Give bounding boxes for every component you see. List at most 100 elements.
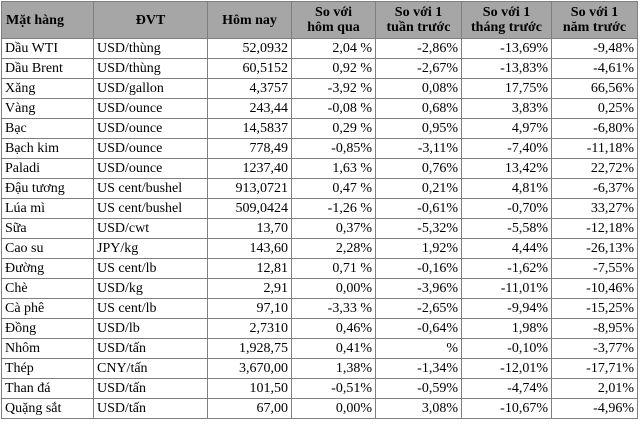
cell-unit: USD/ounce — [93, 158, 208, 179]
cell-vs-yesterday: 0,29 % — [291, 118, 376, 139]
cell-vs-year: -4,96% — [551, 398, 638, 419]
cell-unit: USD/kg — [93, 278, 208, 299]
table-row: Xăng USD/gallon 4,3757 -3,92 % 0,08% 17,75% 66… — [1, 78, 638, 99]
cell-unit: JPY/kg — [93, 238, 208, 259]
cell-vs-yesterday: 0,41% — [291, 338, 376, 359]
cell-commodity: Xăng — [1, 78, 94, 99]
cell-today: 3,670,00 — [207, 358, 292, 379]
cell-commodity: Bạc — [1, 118, 94, 139]
cell-unit: USD/thùng — [93, 58, 208, 79]
cell-vs-month: -10,67% — [461, 398, 552, 419]
cell-unit: USD/ounce — [93, 118, 208, 139]
cell-commodity: Nhôm — [1, 338, 94, 359]
cell-vs-week: -0,16% — [375, 258, 462, 279]
cell-today: 67,00 — [207, 398, 292, 419]
cell-today: 778,49 — [207, 138, 292, 159]
cell-vs-year: -6,37% — [551, 178, 638, 199]
table-row: Vàng USD/ounce 243,44 -0,08 % 0,68% 3,83% 0,25… — [1, 98, 638, 119]
cell-vs-month: 17,75% — [461, 78, 552, 99]
cell-vs-year: -12,18% — [551, 218, 638, 239]
cell-commodity: Thép — [1, 358, 94, 379]
cell-vs-month: 13,42% — [461, 158, 552, 179]
cell-vs-year: -3,77% — [551, 338, 638, 359]
cell-unit: USD/cwt — [93, 218, 208, 239]
table-row: Cao su JPY/kg 143,60 2,28% 1,92% 4,44% -26,13% — [1, 238, 638, 259]
cell-vs-yesterday: -0,51% — [291, 378, 376, 399]
cell-unit: US cent/bushel — [93, 178, 208, 199]
cell-vs-yesterday: 1,63 % — [291, 158, 376, 179]
cell-vs-year: -9,48% — [551, 38, 638, 59]
cell-vs-year: -15,25% — [551, 298, 638, 319]
cell-vs-week: -5,32% — [375, 218, 462, 239]
cell-today: 143,60 — [207, 238, 292, 259]
cell-vs-month: -13,69% — [461, 38, 552, 59]
cell-today: 13,70 — [207, 218, 292, 239]
header-vs-yesterday: So với hôm qua — [291, 1, 376, 39]
cell-unit: USD/gallon — [93, 78, 208, 99]
cell-vs-year: 2,01% — [551, 378, 638, 399]
cell-vs-month: -11,01% — [461, 278, 552, 299]
cell-vs-week: -3,11% — [375, 138, 462, 159]
cell-vs-year: -17,71% — [551, 358, 638, 379]
header-vs-week: So với 1 tuần trước — [375, 1, 462, 39]
cell-vs-year: -8,95% — [551, 318, 638, 339]
cell-vs-month: -12,01% — [461, 358, 552, 379]
cell-vs-yesterday: -1,26 % — [291, 198, 376, 219]
cell-vs-week: -1,34% — [375, 358, 462, 379]
cell-vs-yesterday: -0,08 % — [291, 98, 376, 119]
cell-vs-month: 1,98% — [461, 318, 552, 339]
cell-unit: USD/lb — [93, 318, 208, 339]
cell-today: 52,0932 — [207, 38, 292, 59]
cell-vs-month: 4,81% — [461, 178, 552, 199]
cell-unit: CNY/tấn — [93, 358, 208, 379]
cell-today: 509,0424 — [207, 198, 292, 219]
table-row: Cà phê US cent/lb 97,10 -3,33 % -2,65% -9,94%… — [1, 298, 638, 319]
cell-vs-week: 0,08% — [375, 78, 462, 99]
table-row: Bạch kim USD/ounce 778,49 -0,85% -3,11% -7,40… — [1, 138, 638, 159]
cell-vs-year: -26,13% — [551, 238, 638, 259]
cell-vs-year: 33,27% — [551, 198, 638, 219]
cell-vs-year: -6,80% — [551, 118, 638, 139]
cell-vs-week: -0,61% — [375, 198, 462, 219]
cell-today: 2,91 — [207, 278, 292, 299]
cell-vs-yesterday: 2,04 % — [291, 38, 376, 59]
cell-vs-yesterday: 0,46% — [291, 318, 376, 339]
cell-vs-week: % — [375, 338, 462, 359]
cell-vs-month: -4,74% — [461, 378, 552, 399]
cell-vs-yesterday: 1,38% — [291, 358, 376, 379]
cell-unit: USD/ounce — [93, 98, 208, 119]
cell-commodity: Than đá — [1, 378, 94, 399]
table-row: Nhôm USD/tấn 1,928,75 0,41%% -0,10% -3,77% — [1, 338, 638, 359]
cell-commodity: Đồng — [1, 318, 94, 339]
cell-vs-yesterday: 0,92 % — [291, 58, 376, 79]
cell-vs-week: -2,67% — [375, 58, 462, 79]
cell-vs-yesterday: 0,71 % — [291, 258, 376, 279]
cell-vs-week: -3,96% — [375, 278, 462, 299]
cell-unit: USD/tấn — [93, 338, 208, 359]
cell-today: 243,44 — [207, 98, 292, 119]
cell-unit: USD/thùng — [93, 38, 208, 59]
table-row: Quặng sắt USD/tấn 67,00 0,00% 3,08% -10,67% -4… — [1, 398, 638, 419]
table-row: Đậu tương US cent/bushel 913,0721 0,47 % 0,2… — [1, 178, 638, 199]
table-row: Than đá USD/tấn 101,50 -0,51% -0,59% -4,74% 2,… — [1, 378, 638, 399]
cell-vs-yesterday: -3,92 % — [291, 78, 376, 99]
cell-vs-month: -9,94% — [461, 298, 552, 319]
cell-today: 14,5837 — [207, 118, 292, 139]
cell-vs-week: -0,64% — [375, 318, 462, 339]
cell-today: 1237,40 — [207, 158, 292, 179]
header-today: Hôm nay — [207, 1, 292, 39]
table-row: Đồng USD/lb 2,7310 0,46% -0,64% 1,98% -8,95% — [1, 318, 638, 339]
cell-commodity: Sữa — [1, 218, 94, 239]
cell-unit: US cent/lb — [93, 298, 208, 319]
cell-today: 2,7310 — [207, 318, 292, 339]
cell-vs-week: 0,95% — [375, 118, 462, 139]
table-row: Bạc USD/ounce 14,5837 0,29 % 0,95% 4,97% -6,80… — [1, 118, 638, 139]
table-row: Lúa mì US cent/bushel 509,0424 -1,26 % -0,61… — [1, 198, 638, 219]
table-row: Dầu Brent USD/thùng 60,5152 0,92 % -2,67% -13… — [1, 58, 638, 79]
cell-today: 12,81 — [207, 258, 292, 279]
cell-vs-week: -2,65% — [375, 298, 462, 319]
cell-today: 4,3757 — [207, 78, 292, 99]
cell-vs-month: -7,40% — [461, 138, 552, 159]
cell-vs-yesterday: -0,85% — [291, 138, 376, 159]
